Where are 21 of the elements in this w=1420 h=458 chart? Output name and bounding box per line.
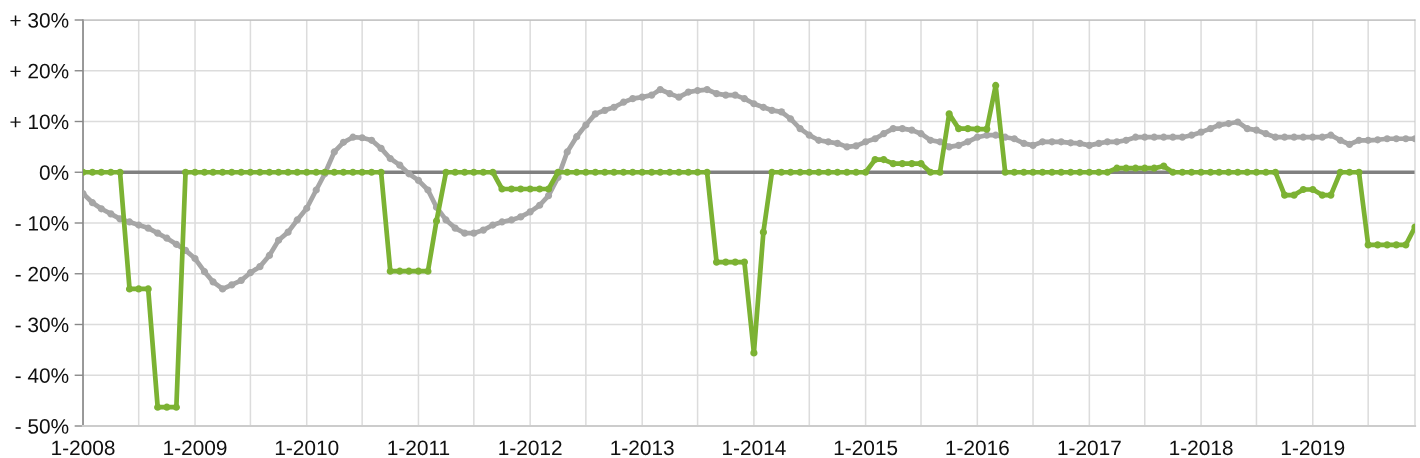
x-tick-label: 1-2017 [1058,440,1121,456]
x-tick-label: 1-2009 [164,440,227,456]
y-tick-label: + 20% [10,63,69,79]
x-tick-label: 1-2010 [275,440,339,456]
x-tick-label: 1-2011 [388,440,450,456]
x-tick-label: 1-2012 [499,440,562,456]
x-tick-label: 1-2008 [52,440,115,456]
y-tick-label: + 30% [10,13,69,28]
x-tick-label: 1-2019 [1281,440,1345,456]
x-tick-label: 1-2013 [611,440,674,456]
y-tick-label: - 10% [15,216,69,231]
x-tick-label: 1-2016 [946,440,1009,456]
x-tick-label: 1-2015 [834,440,898,456]
y-tick-label: - 20% [15,266,69,282]
y-tick-label: - 30% [15,317,69,333]
y-tick-label: - 50% [15,419,69,434]
y-tick-label: + 10% [10,114,69,130]
y-tick-label: 0% [39,165,69,180]
x-tick-label: 1-2018 [1170,440,1233,456]
y-tick-label: - 40% [15,368,69,383]
x-tick-label: 1-2014 [723,440,786,456]
